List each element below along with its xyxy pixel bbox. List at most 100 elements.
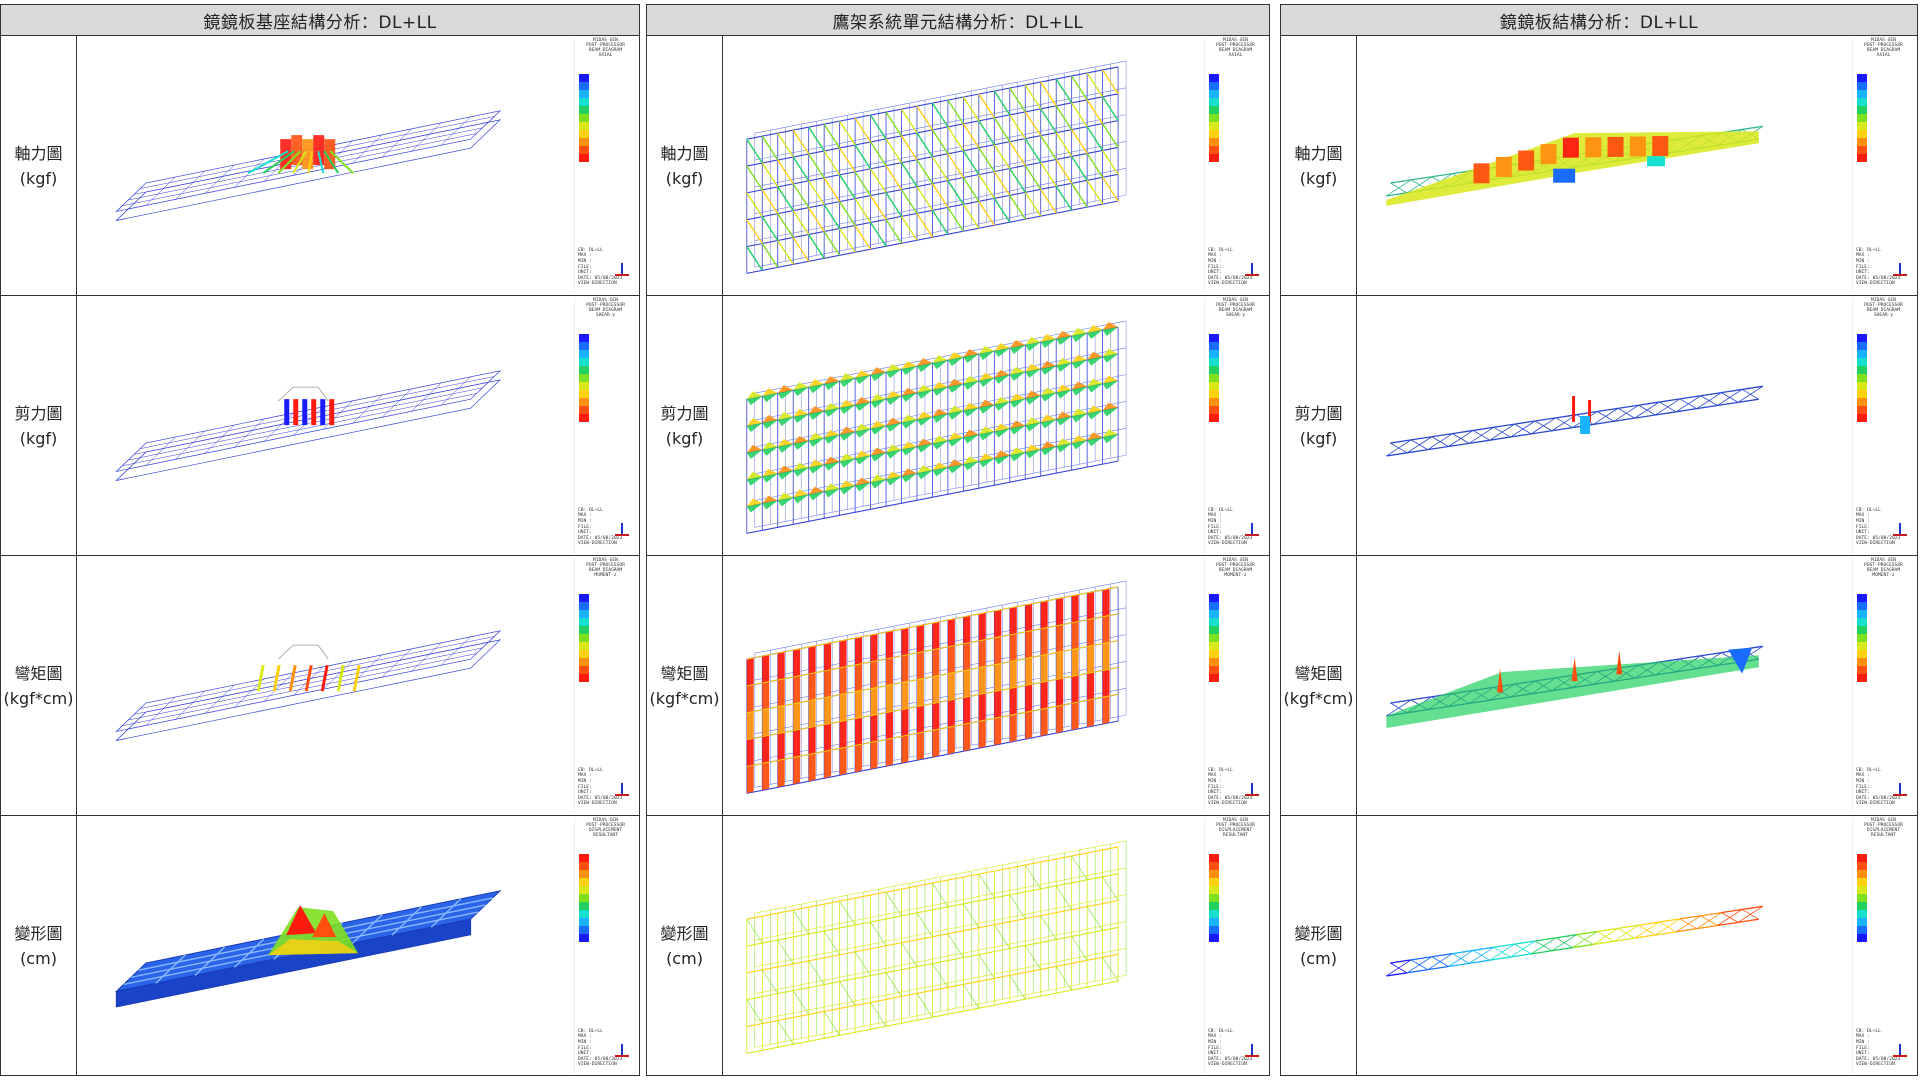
legend-swatch: [1857, 414, 1867, 422]
diagram-unit-label: (cm): [1300, 949, 1337, 968]
result-overlay: [256, 644, 361, 692]
legend-header-line: RESULTANT: [593, 833, 618, 838]
legend-swatch: [1857, 358, 1867, 366]
legend-swatch: [579, 642, 589, 650]
legend-swatch: [579, 406, 589, 414]
legend-footer-line: FILE:: [1856, 1045, 1870, 1051]
diagram-type-label: 變形圖: [1294, 924, 1343, 943]
axis-triad-icon: [1892, 783, 1908, 799]
color-legend: MIDAS GEN POST-PROCESSOR BEAM DIAGRAM AXIAL…: [1204, 38, 1266, 293]
legend-footer-line: FILE:: [578, 264, 592, 270]
legend-footer-line: UNIT:: [1856, 530, 1870, 536]
legend-footer-line: FILE:: [1208, 1045, 1222, 1051]
legend-footer-line: MIN :: [578, 779, 592, 785]
legend-swatch: [1857, 122, 1867, 130]
legend-swatch: [579, 82, 589, 90]
diagram-type-label: 軸力圖: [660, 143, 709, 163]
legend-header-line: POST-PROCESSOR: [1864, 563, 1903, 568]
legend-software: MIDAS GEN: [1871, 298, 1896, 303]
legend-footer-line: MAX :: [1208, 253, 1222, 259]
structure-diagram: [1386, 385, 1764, 457]
analysis-row: 變形圖 (cm) MIDAS GEN POST-PROCESSOR DISPLACEME…: [647, 816, 1269, 1075]
legend-swatch: [1209, 918, 1219, 926]
legend-swatch: [579, 350, 589, 358]
result-overlay: [277, 386, 335, 426]
diagram-type-label: 軸力圖: [1294, 143, 1343, 163]
diagram-unit-label: (cm): [20, 949, 57, 968]
legend-footer-line: FILE:: [1208, 264, 1222, 270]
legend-swatch: [579, 862, 589, 870]
legend-header-line: DISPLACEMENT: [1866, 828, 1901, 833]
legend-swatch: [579, 90, 589, 98]
color-legend: MIDAS GEN POST-PROCESSOR DISPLACEMENT RESUL…: [1204, 818, 1266, 1074]
legend-swatch: [1209, 610, 1219, 618]
legend-footer-line: VIEW-DIRECTION: [1208, 801, 1247, 807]
result-overlay: [247, 135, 354, 175]
structure-diagram: [1386, 645, 1764, 728]
legend-header-line: POST-PROCESSOR: [1864, 303, 1903, 308]
legend-footer-line: FILE:: [1856, 524, 1870, 530]
legend-color-bar: [1857, 334, 1867, 422]
legend-color-bar: [1857, 74, 1867, 162]
legend-software: MIDAS GEN: [593, 558, 618, 563]
row-label: 變形圖 (cm): [1, 816, 77, 1075]
legend-footer-line: CB: DL+LL: [1208, 247, 1233, 253]
result-overlay: [268, 905, 359, 956]
legend-swatch: [1857, 106, 1867, 114]
structure-diagram: [114, 889, 502, 1008]
legend-swatch: [1209, 382, 1219, 390]
legend-swatch: [579, 382, 589, 390]
legend-color-bar: [579, 334, 589, 422]
row-label: 軸力圖 (kgf): [647, 36, 723, 295]
diagram-cell: MIDAS GEN POST-PROCESSOR BEAM DIAGRAM SHEAR…: [723, 296, 1269, 555]
legend-color-bar: [1857, 594, 1867, 682]
analysis-row: 軸力圖 (kgf) MIDAS GEN POST-PROCESSOR BEAM DIAG…: [1, 36, 639, 296]
axis-triad-icon: [1244, 523, 1260, 539]
legend-swatch: [1209, 854, 1219, 862]
legend-swatch: [1857, 114, 1867, 122]
legend-swatch: [1209, 862, 1219, 870]
legend-color-bar: [579, 854, 589, 942]
diagram-type-label: 軸力圖: [14, 143, 63, 163]
result-overlay: [746, 855, 1119, 1045]
structure-diagram: [115, 110, 502, 222]
legend-swatch: [1857, 674, 1867, 682]
diagram-unit-label: (kgf): [665, 428, 704, 448]
diagram-unit-label: (kgf): [1299, 428, 1338, 448]
legend-footer-line: FILE:: [1856, 264, 1870, 270]
legend-header-line: RESULTANT: [1871, 833, 1896, 838]
legend-footer-line: FILE:: [1208, 784, 1222, 790]
legend-software: MIDAS GEN: [1223, 818, 1248, 823]
legend-footer-line: DATE: 05/08/2023: [1208, 795, 1253, 801]
legend-header-line: RESULTANT: [1223, 833, 1248, 838]
analysis-row: 剪力圖 (kgf) MIDAS GEN POST-PROCESSOR BEAM DIAG…: [1, 296, 639, 556]
legend-swatch: [1209, 366, 1219, 374]
legend-swatch: [579, 626, 589, 634]
legend-footer-line: UNIT:: [1208, 270, 1222, 276]
legend-header-line: BEAM DIAGRAM: [1218, 48, 1253, 53]
legend-swatch: [579, 854, 589, 862]
legend-header-line: SHEAR-y: [595, 313, 616, 318]
legend-swatch: [1209, 146, 1219, 154]
legend-swatch: [1857, 934, 1867, 942]
legend-swatch: [1209, 878, 1219, 886]
legend-swatch: [579, 138, 589, 146]
legend-swatch: [1857, 918, 1867, 926]
legend-swatch: [1857, 902, 1867, 910]
analysis-row: 軸力圖 (kgf) MIDAS GEN POST-PROCESSOR BEAM DIAG…: [647, 36, 1269, 296]
legend-swatch: [1857, 146, 1867, 154]
color-legend: MIDAS GEN POST-PROCESSOR BEAM DIAGRAM SHEAR…: [1852, 298, 1914, 553]
row-label: 剪力圖 (kgf): [647, 296, 723, 555]
diagram-unit-label: (cm): [666, 949, 703, 968]
result-overlay: [746, 586, 1119, 794]
legend-footer-line: MAX :: [578, 773, 592, 779]
panel-scaffold-analysis: 鷹架系統單元結構分析：DL+LL 軸力圖 (kgf) MIDAS GEN POST-P…: [646, 4, 1270, 1076]
analysis-row: 軸力圖 (kgf) MIDAS GEN POST-PROCESSOR BEAM DIAG…: [1281, 36, 1917, 296]
legend-software: MIDAS GEN: [1223, 298, 1248, 303]
legend-footer-line: CB: DL+LL: [1208, 1028, 1233, 1034]
legend-color-bar: [1209, 854, 1219, 942]
legend-footer-line: FILE:: [578, 524, 592, 530]
legend-swatch: [1209, 342, 1219, 350]
result-overlay: [1386, 647, 1759, 728]
panel-rows: 軸力圖 (kgf) MIDAS GEN POST-PROCESSOR BEAM DIAG…: [647, 36, 1269, 1075]
